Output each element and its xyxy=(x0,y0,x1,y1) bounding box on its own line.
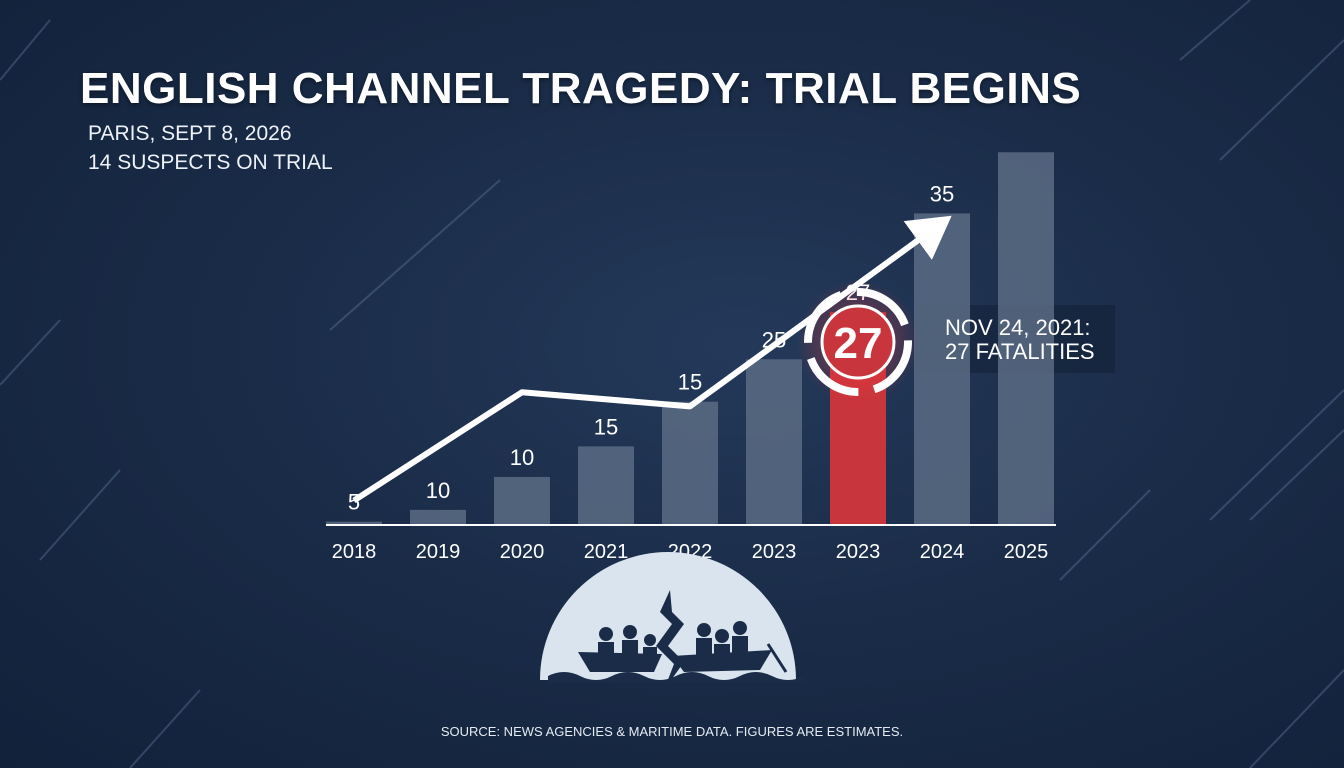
broken-boat-with-people-icon xyxy=(540,552,804,690)
bar-2 xyxy=(494,476,550,524)
x-tick-label: 2024 xyxy=(920,541,965,563)
bar-1 xyxy=(410,509,466,524)
trend-line xyxy=(352,215,952,503)
x-tick-label: 2019 xyxy=(416,541,461,563)
x-tick-label: 2020 xyxy=(500,541,545,563)
suspects-count: 14 SUSPECTS ON TRIAL xyxy=(88,151,333,174)
bar-0 xyxy=(326,521,382,524)
callout-date: NOV 24, 2021: xyxy=(945,315,1091,340)
data-label: 10 xyxy=(426,478,450,503)
data-label: 15 xyxy=(594,414,618,439)
bar-3 xyxy=(578,446,634,524)
data-label: 15 xyxy=(678,370,702,395)
x-tick-label: 2023 xyxy=(752,541,797,563)
x-tick-label: 2023 xyxy=(836,541,881,563)
x-tick-label: 2018 xyxy=(332,541,377,563)
data-label: 35 xyxy=(930,181,954,206)
bar-8 xyxy=(998,152,1054,524)
x-tick-label: 2025 xyxy=(1004,541,1049,563)
source-note: SOURCE: NEWS AGENCIES & MARITIME DATA. F… xyxy=(440,724,904,739)
bar-5 xyxy=(746,359,802,524)
callout-fatalities: 27 FATALITIES xyxy=(945,339,1095,364)
page-title: ENGLISH CHANNEL TRAGEDY: TRIAL BEGINS xyxy=(80,64,1082,113)
x-tick-label: 2021 xyxy=(584,541,629,563)
highlight-marker: 27 xyxy=(796,280,920,404)
highlight-number: 27 xyxy=(834,319,883,368)
data-label: 5 xyxy=(348,490,360,515)
dateline: PARIS, SEPT 8, 2026 xyxy=(88,122,292,145)
bar-4 xyxy=(662,401,718,524)
bar-7 xyxy=(914,213,970,525)
data-label: 10 xyxy=(510,445,534,470)
